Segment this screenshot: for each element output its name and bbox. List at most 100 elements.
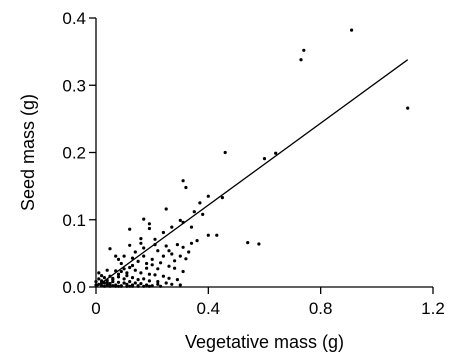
data-point bbox=[142, 217, 146, 221]
data-point bbox=[178, 218, 182, 222]
data-point bbox=[156, 282, 160, 286]
data-point bbox=[100, 274, 104, 278]
data-point bbox=[147, 226, 151, 231]
data-point bbox=[139, 241, 143, 245]
data-point bbox=[156, 280, 160, 284]
data-point bbox=[198, 201, 202, 205]
data-point bbox=[153, 237, 157, 241]
data-point bbox=[102, 276, 106, 280]
data-point bbox=[167, 276, 171, 280]
data-point bbox=[139, 282, 143, 286]
data-point bbox=[147, 222, 151, 226]
data-point bbox=[116, 257, 121, 261]
data-point bbox=[142, 277, 146, 281]
data-point bbox=[114, 284, 118, 288]
data-point bbox=[128, 280, 132, 284]
data-point bbox=[262, 157, 267, 161]
data-point bbox=[167, 249, 171, 253]
data-point bbox=[195, 239, 199, 243]
y-tick-label: 0.2 bbox=[62, 144, 86, 163]
data-point bbox=[147, 279, 151, 283]
data-points bbox=[94, 28, 410, 288]
data-point bbox=[128, 265, 132, 270]
data-point bbox=[187, 250, 191, 254]
data-point bbox=[111, 278, 115, 282]
data-point bbox=[170, 252, 174, 256]
data-point bbox=[184, 257, 188, 261]
data-point bbox=[153, 273, 157, 277]
data-point bbox=[302, 48, 306, 52]
x-tick-label: 0.4 bbox=[197, 299, 221, 318]
data-point bbox=[108, 282, 112, 286]
data-point bbox=[105, 280, 109, 284]
data-point bbox=[181, 179, 185, 183]
data-point bbox=[130, 263, 135, 268]
data-point bbox=[184, 185, 188, 190]
data-point bbox=[108, 284, 112, 288]
data-point bbox=[164, 281, 168, 285]
data-point bbox=[142, 254, 146, 258]
y-tick-label: 0.0 bbox=[62, 278, 86, 297]
data-point bbox=[164, 244, 168, 248]
x-tick-label: 0.8 bbox=[309, 299, 333, 318]
data-point bbox=[178, 254, 182, 258]
y-tick-label: 0.4 bbox=[62, 9, 86, 28]
data-point bbox=[105, 283, 109, 287]
data-point bbox=[133, 281, 137, 285]
x-tick-label: 0 bbox=[91, 299, 100, 318]
data-point bbox=[206, 233, 210, 237]
data-point bbox=[125, 284, 129, 288]
data-point bbox=[173, 259, 177, 263]
data-point bbox=[156, 249, 160, 253]
data-point bbox=[125, 274, 129, 278]
fit-line-layer bbox=[95, 59, 409, 288]
data-point bbox=[128, 284, 132, 288]
data-point bbox=[350, 28, 354, 32]
data-point bbox=[139, 237, 143, 241]
data-point bbox=[189, 241, 194, 245]
data-point bbox=[128, 243, 132, 247]
data-point bbox=[201, 212, 205, 216]
data-point bbox=[125, 271, 129, 275]
data-point bbox=[108, 247, 112, 251]
data-point bbox=[220, 196, 224, 200]
data-point bbox=[274, 151, 278, 155]
data-point bbox=[175, 278, 179, 282]
data-point bbox=[192, 210, 196, 214]
data-point bbox=[159, 261, 163, 265]
data-point bbox=[116, 275, 121, 279]
data-point bbox=[156, 267, 160, 271]
data-point bbox=[406, 106, 410, 110]
data-point bbox=[130, 256, 135, 260]
fit-line bbox=[95, 59, 409, 288]
data-point bbox=[119, 284, 123, 288]
data-point bbox=[175, 243, 179, 247]
data-point bbox=[128, 227, 132, 231]
y-tick-label: 0.1 bbox=[62, 211, 86, 230]
data-point bbox=[122, 267, 126, 271]
data-point bbox=[161, 254, 165, 258]
y-axis-label: Seed mass (g) bbox=[18, 94, 38, 211]
data-point bbox=[102, 284, 106, 288]
data-point bbox=[122, 254, 126, 258]
data-point bbox=[170, 225, 174, 229]
data-point bbox=[150, 284, 154, 288]
data-point bbox=[161, 274, 165, 278]
data-point bbox=[142, 246, 146, 250]
data-point bbox=[116, 280, 121, 284]
data-point bbox=[133, 250, 137, 254]
data-point bbox=[105, 268, 109, 272]
data-point bbox=[257, 242, 261, 246]
data-point bbox=[142, 284, 146, 288]
data-point bbox=[299, 58, 303, 62]
data-point bbox=[130, 284, 135, 288]
data-point bbox=[246, 241, 250, 245]
data-point bbox=[150, 257, 154, 261]
data-point bbox=[97, 277, 101, 281]
data-point bbox=[167, 264, 171, 268]
data-point bbox=[147, 284, 151, 288]
data-point bbox=[181, 245, 185, 249]
data-point bbox=[145, 261, 149, 266]
